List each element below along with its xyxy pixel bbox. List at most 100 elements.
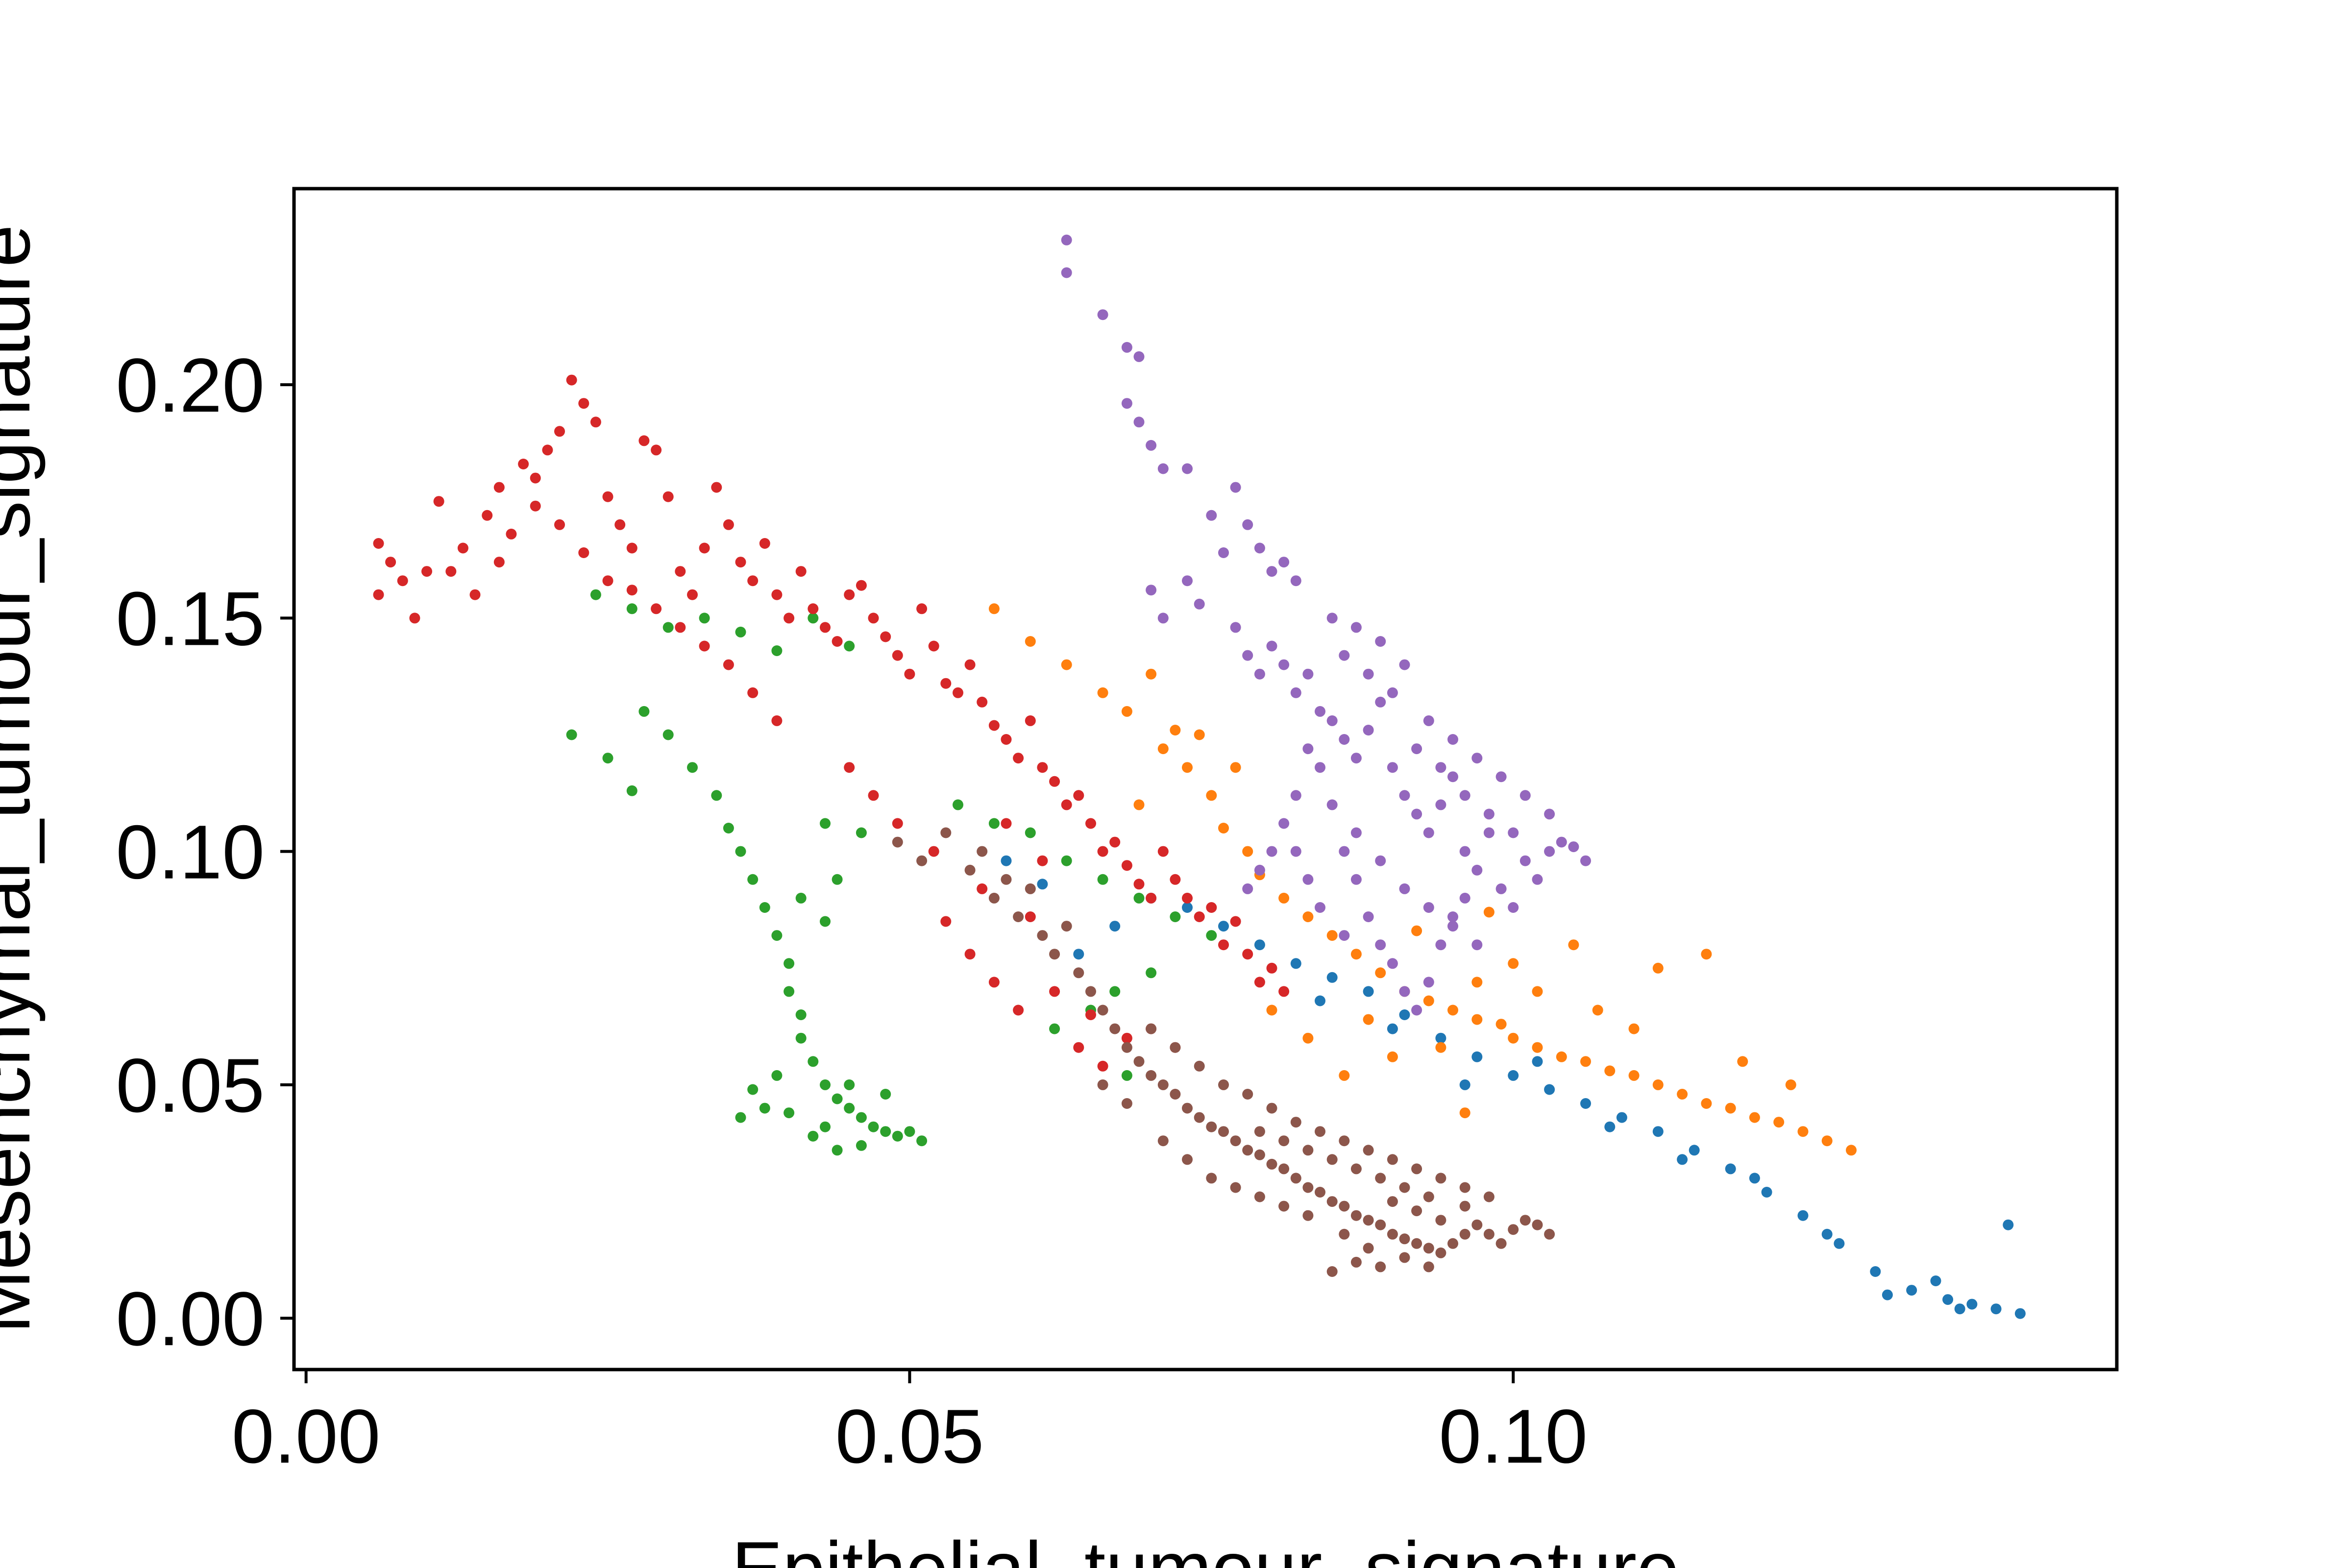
data-point: [662, 729, 674, 740]
data-point: [409, 612, 420, 624]
data-point: [1375, 939, 1386, 951]
data-point: [988, 720, 1000, 731]
data-point: [602, 491, 613, 502]
data-point: [892, 818, 903, 829]
data-point: [1278, 659, 1290, 670]
data-point: [1942, 1294, 1954, 1305]
data-point: [1532, 874, 1543, 885]
y-tick-label: 0.20: [116, 343, 265, 428]
data-point: [1097, 846, 1108, 857]
data-point: [759, 538, 770, 549]
data-point: [1315, 1187, 1325, 1198]
data-point: [1206, 1173, 1217, 1184]
data-point: [614, 519, 626, 530]
data-point: [1423, 827, 1434, 838]
data-point: [856, 1140, 867, 1151]
data-point: [1278, 1200, 1290, 1212]
data-point: [759, 1102, 770, 1114]
data-point: [1146, 1023, 1157, 1034]
data-point: [1435, 1173, 1446, 1184]
data-point: [832, 1093, 843, 1104]
data-point: [1447, 1004, 1458, 1016]
data-point: [1387, 1051, 1398, 1062]
data-point: [1399, 659, 1410, 670]
data-point: [771, 645, 783, 656]
data-point: [1049, 1023, 1060, 1034]
data-point: [784, 1107, 795, 1119]
data-point: [1556, 1051, 1567, 1062]
data-point: [1471, 1014, 1483, 1025]
data-point: [1447, 921, 1458, 932]
data-point: [469, 589, 481, 600]
data-point: [1471, 939, 1483, 951]
data-point: [1206, 510, 1217, 521]
data-point: [1278, 986, 1290, 997]
data-point: [1459, 1182, 1470, 1193]
data-point: [626, 542, 637, 554]
data-point: [1242, 949, 1253, 960]
data-point: [602, 575, 613, 587]
data-point: [1387, 687, 1398, 698]
data-point: [1797, 1210, 1809, 1221]
data-point: [747, 1084, 759, 1095]
data-point: [1363, 1145, 1374, 1156]
data-point: [820, 916, 831, 927]
data-point: [759, 902, 770, 913]
data-point: [977, 696, 988, 708]
data-point: [1616, 1112, 1627, 1123]
data-point: [1001, 874, 1012, 885]
data-point: [1326, 1154, 1338, 1165]
data-point: [1749, 1173, 1760, 1184]
data-point: [1508, 902, 1519, 913]
data-point: [1206, 790, 1217, 801]
data-point: [1447, 734, 1458, 745]
data-point: [566, 729, 577, 740]
data-point: [530, 472, 541, 484]
data-point: [1701, 1098, 1712, 1109]
data-point: [1399, 883, 1410, 894]
data-point: [1182, 902, 1193, 913]
y-axis-label: Mesenchymal_tumour_signature: [0, 224, 46, 1333]
data-point: [1242, 1089, 1253, 1100]
data-point: [1375, 1173, 1386, 1184]
data-point: [1025, 715, 1036, 726]
data-point: [1133, 892, 1145, 904]
series-3: [373, 374, 1290, 1072]
data-point: [385, 557, 396, 568]
data-point: [771, 589, 783, 600]
data-point: [1254, 939, 1265, 951]
data-point: [1701, 949, 1712, 960]
data-point: [820, 818, 831, 829]
data-point: [1423, 1191, 1434, 1202]
data-point: [1580, 855, 1591, 866]
data-point: [1182, 463, 1193, 474]
data-point: [1350, 753, 1362, 764]
data-point: [1194, 911, 1205, 922]
data-point: [1037, 855, 1048, 866]
data-point: [1930, 1275, 1941, 1286]
data-point: [1375, 1219, 1386, 1230]
data-point: [1001, 734, 1012, 745]
data-point: [1423, 715, 1434, 726]
data-point: [988, 977, 1000, 988]
data-point: [1266, 846, 1277, 857]
data-point: [1121, 1032, 1132, 1044]
data-point: [1315, 762, 1325, 773]
data-point: [1218, 1126, 1229, 1137]
data-point: [723, 823, 734, 833]
data-point: [1049, 986, 1060, 997]
data-point: [1556, 836, 1567, 848]
data-point: [1085, 818, 1096, 829]
data-point: [1218, 1079, 1229, 1090]
data-point: [1085, 986, 1096, 997]
data-point: [808, 1130, 819, 1142]
scatter-points: [373, 234, 2026, 1319]
data-point: [1037, 879, 1048, 890]
data-point: [1218, 547, 1229, 558]
data-point: [795, 1032, 807, 1044]
axis-ticks: 0.00 0.05 0.10 0.00 0.05 0.10 0.15 0.20: [116, 343, 1588, 1479]
data-point: [964, 659, 976, 670]
data-point: [1471, 1219, 1483, 1230]
data-point: [1302, 668, 1314, 680]
